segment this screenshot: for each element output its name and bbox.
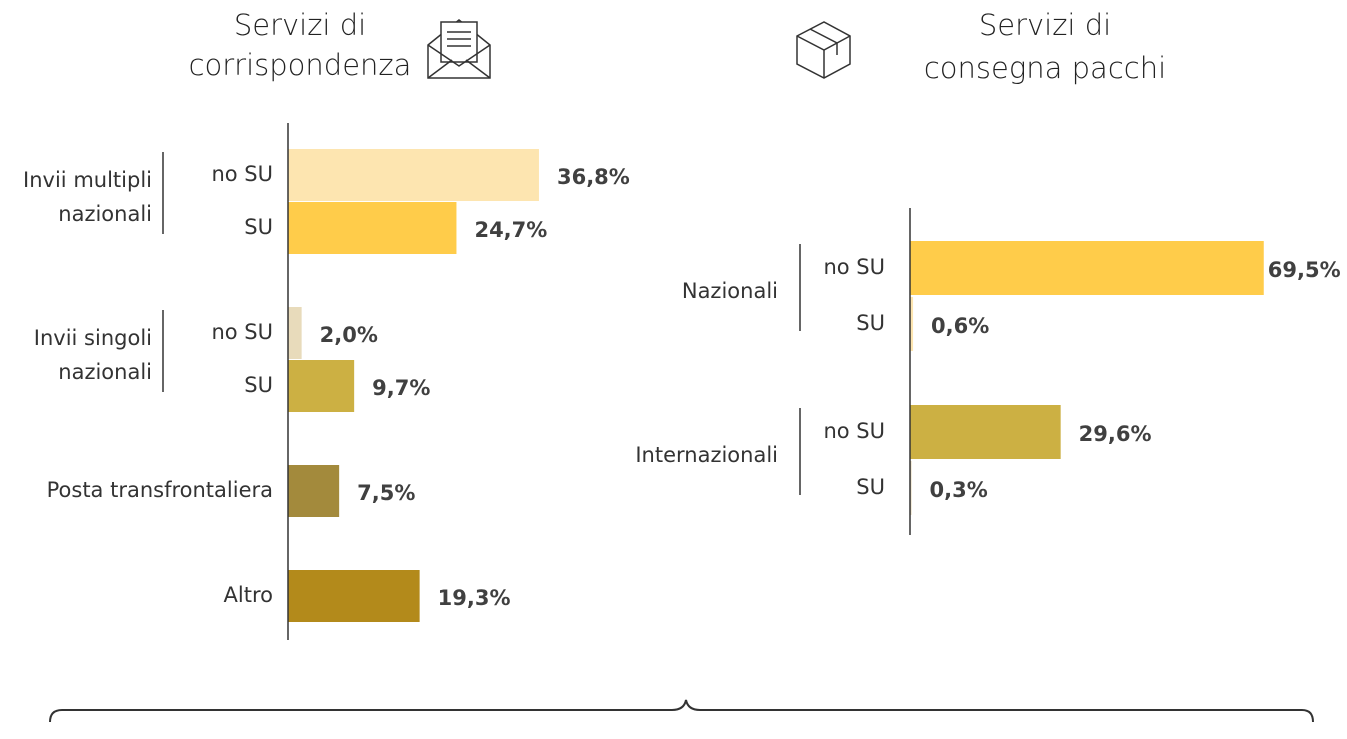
bar bbox=[910, 297, 914, 351]
group-label: Invii multipli bbox=[23, 168, 152, 192]
brace bbox=[49, 699, 1314, 723]
bar bbox=[288, 360, 355, 412]
category-label: no SU bbox=[823, 255, 885, 279]
value-label: 69,5% bbox=[1268, 258, 1341, 282]
envelope-icon bbox=[427, 19, 491, 79]
group-label: Nazionali bbox=[682, 279, 778, 303]
bar bbox=[288, 202, 457, 254]
value-label: 2,0% bbox=[320, 323, 378, 347]
chart-title: corrispondenza bbox=[189, 48, 412, 82]
bar bbox=[910, 405, 1061, 459]
bar bbox=[910, 241, 1264, 295]
category-label: SU bbox=[856, 475, 885, 499]
value-label: 9,7% bbox=[372, 376, 430, 400]
chart-title: Servizi di bbox=[234, 8, 366, 42]
value-label: 0,3% bbox=[930, 478, 988, 502]
bar bbox=[288, 307, 302, 359]
category-label: SU bbox=[244, 215, 273, 239]
category-label: no SU bbox=[823, 419, 885, 443]
value-label: 19,3% bbox=[438, 586, 511, 610]
category-label: SU bbox=[244, 373, 273, 397]
box-icon bbox=[796, 21, 851, 79]
category-label: SU bbox=[856, 311, 885, 335]
bar bbox=[910, 461, 912, 515]
bar bbox=[288, 465, 340, 517]
value-label: 7,5% bbox=[357, 481, 415, 505]
group-label: Invii singoli bbox=[34, 326, 152, 350]
chart-title: consegna pacchi bbox=[924, 51, 1166, 85]
group-label: nazionali bbox=[58, 202, 152, 226]
group-label: Internazionali bbox=[635, 443, 778, 467]
chart-title: Servizi di bbox=[979, 8, 1111, 42]
bar bbox=[288, 570, 420, 622]
category-label: no SU bbox=[211, 162, 273, 186]
value-label: 29,6% bbox=[1079, 422, 1152, 446]
value-label: 0,6% bbox=[931, 314, 989, 338]
bar bbox=[288, 149, 539, 201]
category-label: no SU bbox=[211, 320, 273, 344]
category-label: Posta transfrontaliera bbox=[47, 478, 273, 502]
value-label: 24,7% bbox=[474, 218, 547, 242]
value-label: 36,8% bbox=[557, 165, 630, 189]
category-label: Altro bbox=[224, 583, 273, 607]
group-label: nazionali bbox=[58, 360, 152, 384]
